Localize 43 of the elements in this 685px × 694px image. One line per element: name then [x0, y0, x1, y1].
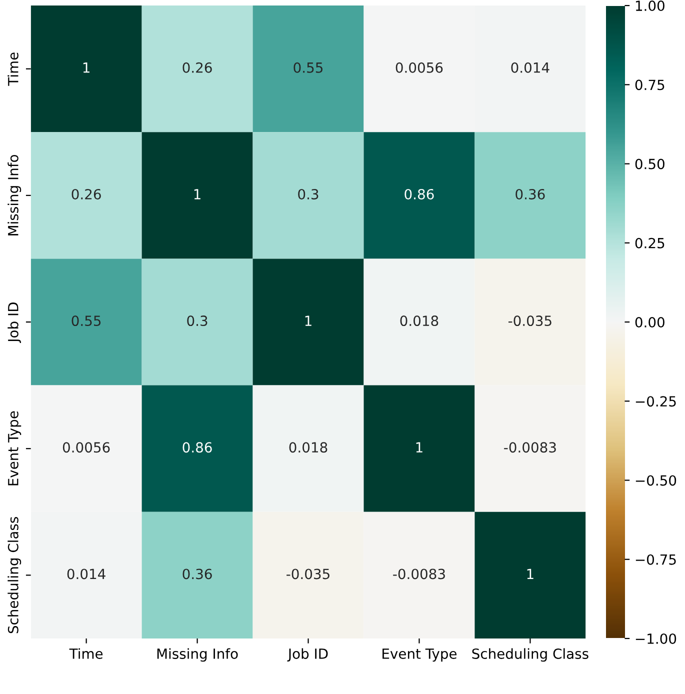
data-label: 1: [83, 62, 90, 73]
data-label: 1: [305, 316, 312, 326]
data-label: 1: [416, 442, 422, 452]
color-bar-label: 1.00: [636, 0, 664, 12]
data-label: 0.014: [511, 62, 550, 73]
data-label: 0.26: [182, 62, 212, 73]
color-bar-label: 0.75: [635, 80, 664, 90]
x-tick-label: Event Type: [382, 648, 457, 662]
data-label: 0.0056: [396, 62, 443, 73]
color-bar-label: −0.25: [636, 396, 676, 407]
data-label: 0.3: [187, 316, 208, 326]
color-bar-label: 0.00: [635, 316, 664, 328]
data-label: 0.86: [404, 188, 434, 200]
y-tick-label: Time: [8, 52, 18, 86]
color-bar-label: −1.00: [636, 633, 676, 644]
data-label: 0.26: [72, 188, 101, 200]
data-label: 0.86: [182, 442, 212, 453]
data-label: 0.55: [294, 62, 322, 73]
data-label: 0.36: [516, 188, 545, 200]
color-bar-label: 0.50: [635, 158, 664, 170]
data-label: -0.035: [508, 316, 552, 326]
data-label: 0.55: [72, 316, 101, 326]
y-tick-label: Event Type: [8, 411, 22, 486]
x-tick-label: Time: [69, 648, 103, 659]
x-tick-label: Missing Info: [157, 648, 238, 662]
data-label: 1: [194, 189, 200, 200]
y-tick-label: Job ID: [8, 302, 21, 344]
data-label: 0.014: [67, 568, 106, 580]
data-label: -0.0083: [504, 442, 556, 453]
data-label: -0.035: [286, 568, 330, 580]
color-bar-label: −0.75: [636, 554, 676, 565]
y-tick-label: Missing Info: [8, 154, 22, 236]
color-bar-label: 0.25: [635, 238, 664, 248]
data-label: 0.018: [289, 442, 328, 453]
data-label: -0.0083: [393, 568, 445, 580]
data-label: 1: [527, 568, 534, 580]
data-label: 0.018: [400, 316, 438, 326]
data-label: 0.3: [298, 188, 318, 200]
data-label: 0.0056: [62, 442, 110, 453]
x-tick-label: Scheduling Class: [472, 648, 588, 662]
x-tick-label: Job ID: [287, 648, 328, 662]
color-bar-label: −0.50: [636, 475, 676, 486]
data-label: 0.36: [182, 568, 212, 580]
